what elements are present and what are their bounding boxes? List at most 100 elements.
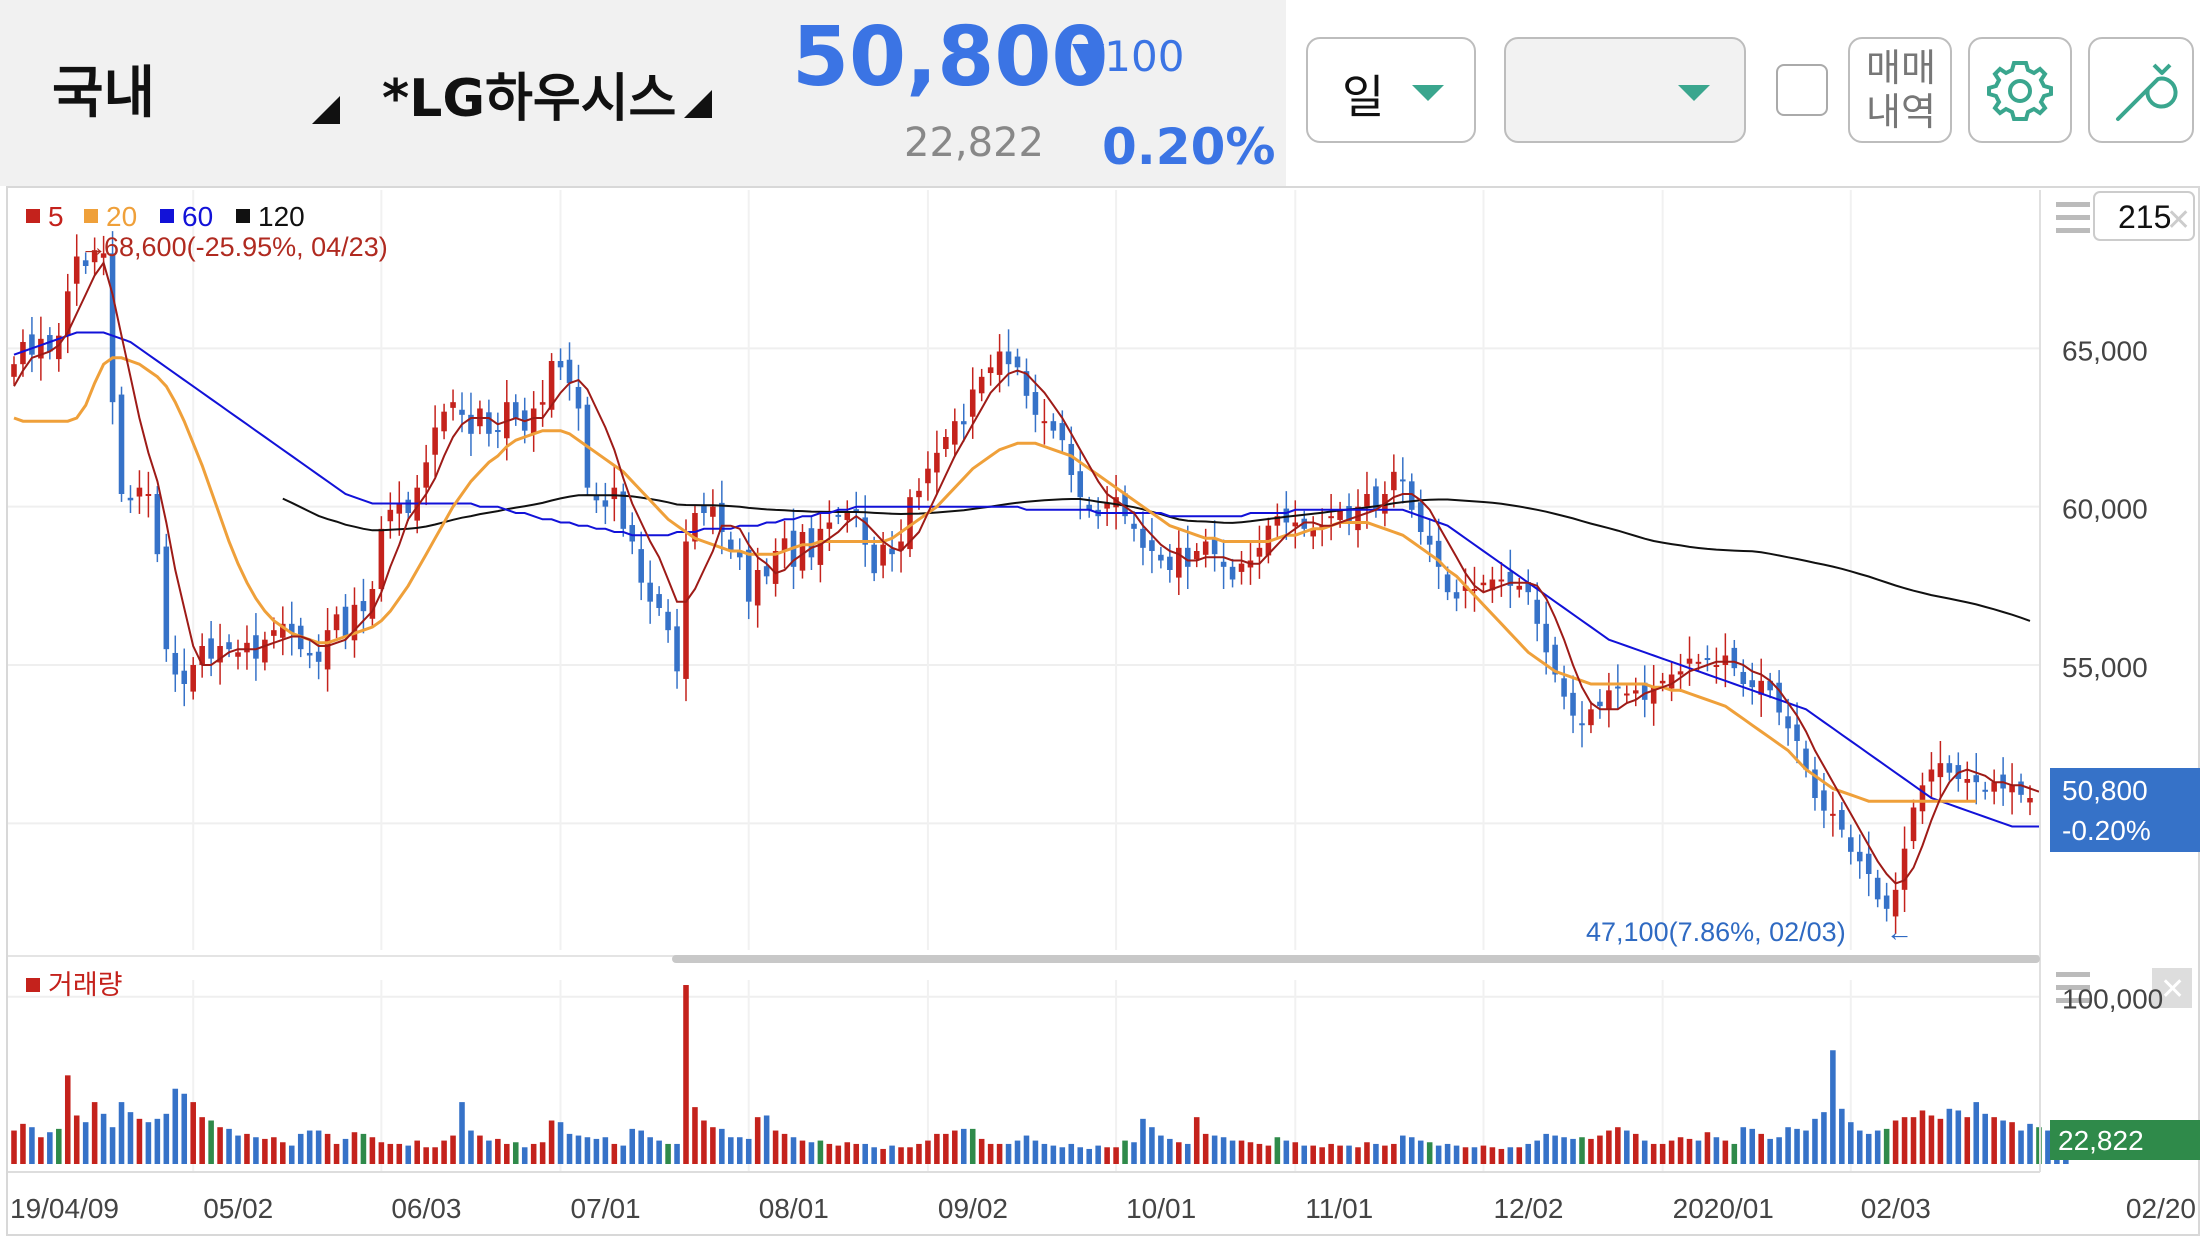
volume-bar [2036,1127,2042,1164]
candle [835,514,842,517]
volume-bar [1140,1118,1146,1164]
candle [145,494,152,496]
market-selector[interactable]: 국내 [52,61,156,126]
volume-bar [1382,1145,1388,1164]
candle [1543,623,1549,653]
volume-bar [1516,1147,1523,1164]
volume-bar [64,1075,71,1164]
ma5-line [13,260,2040,885]
candle [333,614,340,631]
ma60-line [13,331,2039,828]
x-tick-label: 06/03 [391,1193,461,1224]
horizontal-scrollbar[interactable] [672,955,2040,963]
volume-bar [1238,1140,1245,1164]
volume-bar [1740,1127,1747,1164]
candle [1785,716,1791,729]
candle [253,635,259,659]
volume-bar [728,1137,734,1164]
high-annotation: 68,600(-25.95%, 04/23) [104,232,388,262]
volume-bar [512,1142,519,1164]
period-dropdown[interactable]: 일 [1306,37,1476,143]
volume-bar [530,1143,537,1164]
volume-bar [226,1128,232,1164]
candle [1937,763,1944,778]
candle [602,500,609,507]
candle [190,665,196,692]
close-icon[interactable]: ✕ [2160,973,2185,1006]
candle [566,359,573,384]
settings-button[interactable] [1968,37,2072,143]
panel-count-box[interactable] [2093,191,2195,241]
volume-bar [1991,1117,1997,1164]
market-dropdown-icon[interactable] [312,96,340,124]
candle [1695,661,1702,664]
candle [530,408,537,435]
volume-bar [1704,1132,1711,1164]
menu-icon[interactable] [2056,202,2090,233]
volume-bar [1874,1130,1881,1164]
volume-bar [172,1088,179,1164]
low-annotation: 47,100(7.86%, 02/03) [1586,917,1846,947]
volume-bar [2000,1120,2006,1164]
trading-volume: 22,822 [904,120,1044,166]
volume-bar [1158,1135,1164,1164]
legend-ma120: 120 [258,201,305,232]
volume-bar [1937,1118,1944,1164]
volume-bar [835,1145,842,1164]
volume-bar [1328,1143,1334,1164]
candle [1256,547,1263,557]
candle [1453,592,1460,599]
candle [987,367,994,374]
volume-bar [163,1113,170,1164]
volume-bar [477,1135,483,1164]
candle [907,497,913,550]
volume-bar [539,1142,546,1164]
volume-bar [907,1147,913,1164]
candle [1677,671,1684,675]
volume-bar [790,1137,797,1164]
close-icon[interactable]: ✕ [2166,204,2191,237]
legend-swatch-ma20 [84,209,98,223]
candle [1059,423,1066,441]
candle [1740,671,1747,684]
secondary-dropdown[interactable] [1504,37,1746,143]
candle [1830,813,1836,816]
candle [181,670,188,684]
volume-bar [1453,1145,1460,1164]
tools-button[interactable] [2088,37,2194,143]
volume-bar [692,1107,698,1164]
volume-bar [297,1133,304,1164]
trade-history-checkbox[interactable] [1776,64,1828,116]
candle [1910,807,1917,842]
volume-bar [1247,1142,1254,1164]
volume-bar [432,1147,438,1164]
volume-bar [1668,1140,1675,1164]
candle [1140,528,1146,548]
candle [728,539,734,551]
chevron-down-icon [1412,85,1444,101]
candle [1561,678,1567,697]
candle [1731,647,1738,669]
volume-bar [781,1133,788,1164]
candle [692,513,698,542]
candle [423,462,429,488]
candle [1391,471,1397,491]
volume-bar [1256,1143,1263,1164]
gear-icon [1987,61,2053,121]
volume-menu-icon[interactable] [2056,972,2090,1003]
candle [1534,599,1540,624]
volume-bar [1310,1145,1316,1164]
trade-history-button[interactable]: 매매 내역 [1848,37,1952,143]
volume-bar [1606,1130,1612,1164]
volume-close-button[interactable] [2152,968,2192,1008]
candle [826,522,833,529]
y-tick-label: 55,000 [2062,652,2148,683]
candle [64,291,71,336]
stock-name-selector[interactable]: *LG하우시스 [382,69,677,129]
candle [109,253,116,403]
stock-dropdown-icon[interactable] [684,90,712,118]
candle [387,509,394,522]
candle [351,604,358,641]
candle [889,548,895,555]
